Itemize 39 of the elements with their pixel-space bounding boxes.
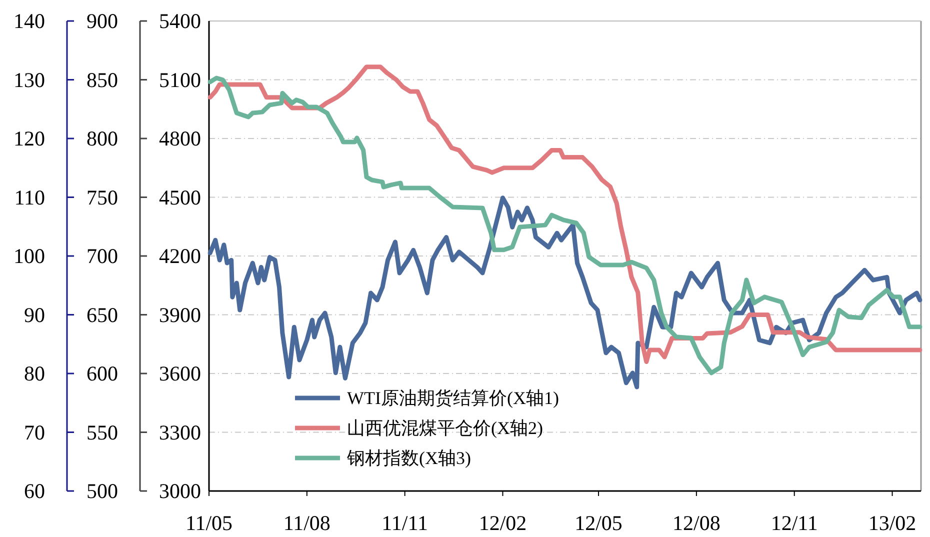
y-tick-label: 80 <box>24 362 45 386</box>
x-tick-label: 11/11 <box>382 511 428 535</box>
y-tick-label: 120 <box>14 126 45 150</box>
y2-tick-label: 850 <box>86 68 118 92</box>
y3-tick-label: 3600 <box>159 362 201 386</box>
legend-label: WTI原油期货结算价(X轴1) <box>347 388 559 408</box>
y2-tick-label: 800 <box>86 126 118 150</box>
y3-tick-label: 3900 <box>159 302 201 327</box>
y2-tick-label: 650 <box>86 302 118 327</box>
y2-tick-label: 750 <box>86 185 118 210</box>
y2-tick-label: 550 <box>86 420 118 444</box>
line-series <box>208 196 922 390</box>
legend-label: 钢材指数(X轴3) <box>346 448 471 468</box>
x-tick-label: 12/02 <box>478 511 527 535</box>
x-tick-label: 12/08 <box>672 511 720 535</box>
y2-tick-label: 900 <box>86 9 118 33</box>
y2-tick-label: 500 <box>86 479 118 503</box>
y-tick-label: 130 <box>14 68 45 92</box>
y-tick-label: 140 <box>14 9 45 33</box>
y3-tick-label: 3000 <box>159 479 201 503</box>
y2-tick-label: 700 <box>86 244 118 268</box>
y3-tick-label: 5100 <box>159 68 201 92</box>
y3-tick-label: 3300 <box>159 420 201 444</box>
y-tick-label: 100 <box>14 244 45 268</box>
y-tick-label: 110 <box>14 185 45 210</box>
legend-label: 山西优混煤平仓价(X轴2) <box>347 418 543 438</box>
y3-tick-label: 5400 <box>159 9 201 33</box>
y-tick-label: 90 <box>24 302 45 327</box>
x-tick-label: 12/11 <box>770 511 818 535</box>
x-tick-label: 11/05 <box>185 511 233 535</box>
y3-tick-label: 4500 <box>159 185 201 210</box>
y-tick-label: 60 <box>24 479 45 503</box>
x-tick-label: 13/02 <box>868 511 916 535</box>
y3-tick-label: 4800 <box>159 126 201 150</box>
y3-tick-label: 4200 <box>159 244 201 268</box>
x-tick-label: 11/08 <box>283 511 330 535</box>
x-tick-label: 12/05 <box>574 511 622 535</box>
y2-tick-label: 600 <box>86 362 118 386</box>
y-tick-label: 70 <box>24 420 45 444</box>
